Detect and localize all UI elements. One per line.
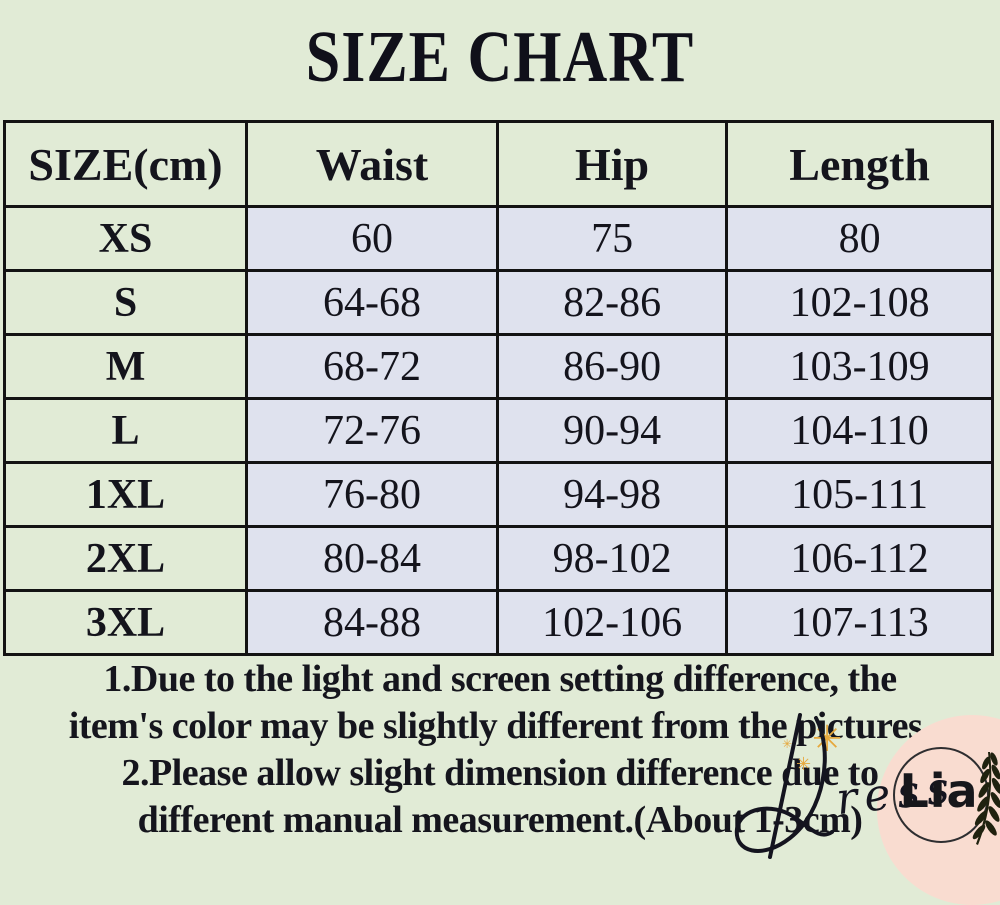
hip-value: 82-86 — [495, 269, 729, 336]
length-value: 102-108 — [725, 269, 994, 336]
sparkle-icon: ✳ — [782, 737, 793, 751]
brand-name-bold: Lia — [899, 764, 979, 818]
size-label: S — [2, 269, 249, 336]
header-waist: Waist — [245, 120, 499, 208]
hip-value: 98-102 — [495, 525, 729, 592]
table-row-1xl: 1XL 76-80 94-98 105-111 — [2, 461, 994, 528]
header-length: Length — [725, 120, 994, 208]
table-row-l: L 72-76 90-94 104-110 — [2, 397, 994, 464]
hip-value: 86-90 — [495, 333, 729, 400]
waist-value: 80-84 — [245, 525, 499, 592]
size-label: XS — [2, 205, 249, 272]
header-hip: Hip — [495, 120, 729, 208]
sparkle-icon: ✳ — [812, 719, 843, 760]
size-label: 1XL — [2, 461, 249, 528]
size-label: L — [2, 397, 249, 464]
size-label: M — [2, 333, 249, 400]
sparkle-icon: ✳ — [796, 754, 812, 775]
table-row-s: S 64-68 82-86 102-108 — [2, 269, 994, 336]
script-d-icon — [734, 713, 834, 859]
waist-value: 76-80 — [245, 461, 499, 528]
table-row-3xl: 3XL 84-88 102-106 107-113 — [2, 589, 994, 656]
waist-value: 72-76 — [245, 397, 499, 464]
table-row-2xl: 2XL 80-84 98-102 106-112 — [2, 525, 994, 592]
table-row-m: M 68-72 86-90 103-109 — [2, 333, 994, 400]
laurel-branch-icon — [972, 752, 1000, 845]
length-value: 106-112 — [725, 525, 994, 592]
table-header-row: SIZE(cm) Waist Hip Length — [2, 120, 994, 208]
size-label: 3XL — [2, 589, 249, 656]
length-value: 80 — [725, 205, 994, 272]
waist-value: 60 — [245, 205, 499, 272]
length-value: 104-110 — [725, 397, 994, 464]
hip-value: 75 — [495, 205, 729, 272]
header-size: SIZE(cm) — [2, 120, 249, 208]
note-line: item's color may be slightly different f… — [68, 705, 932, 747]
waist-value: 84-88 — [245, 589, 499, 656]
note-line: 2.Please allow slight dimension differen… — [121, 752, 879, 794]
length-value: 107-113 — [725, 589, 994, 656]
disclaimer-notes: 1.Due to the light and screen setting di… — [0, 656, 1000, 844]
hip-value: 102-106 — [495, 589, 729, 656]
size-label: 2XL — [2, 525, 249, 592]
note-line: 1.Due to the light and screen setting di… — [103, 658, 897, 700]
length-value: 105-111 — [725, 461, 994, 528]
table-row-xs: XS 60 75 80 — [2, 205, 994, 272]
size-chart-table: SIZE(cm) Waist Hip Length XS 60 75 80 S … — [2, 120, 994, 656]
hip-value: 94-98 — [495, 461, 729, 528]
page-title: SIZE CHART — [305, 17, 695, 98]
waist-value: 64-68 — [245, 269, 499, 336]
hip-value: 90-94 — [495, 397, 729, 464]
waist-value: 68-72 — [245, 333, 499, 400]
length-value: 103-109 — [725, 333, 994, 400]
brand-circle — [893, 747, 989, 843]
